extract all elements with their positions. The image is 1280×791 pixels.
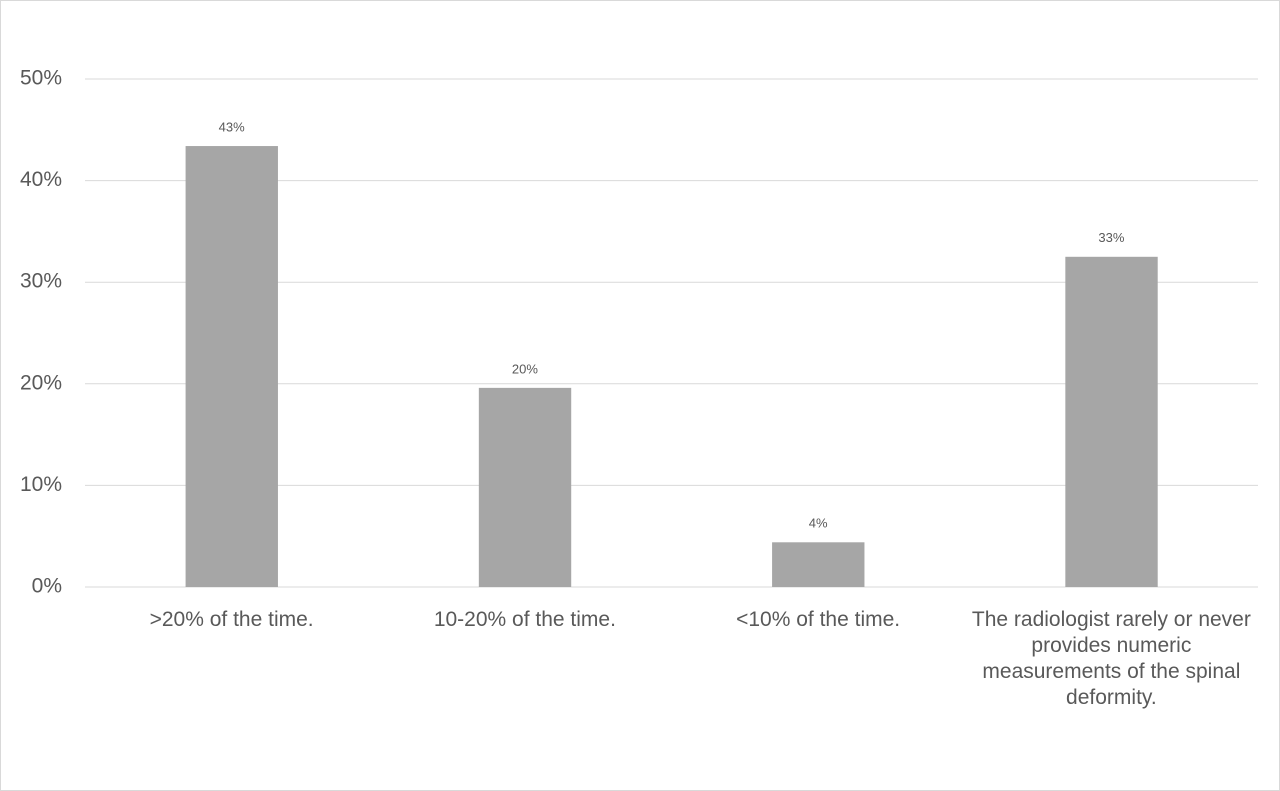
y-tick-label: 10%: [20, 473, 62, 496]
y-tick-label: 20%: [20, 371, 62, 394]
data-label: 20%: [512, 361, 538, 376]
x-tick-label: The radiologist rarely or never provides…: [971, 608, 1251, 709]
y-tick-label: 0%: [32, 575, 62, 598]
bar: [478, 387, 572, 587]
y-tick-label: 30%: [20, 270, 62, 293]
y-tick-label: 40%: [20, 168, 62, 191]
data-label: 33%: [1098, 230, 1124, 245]
x-tick-label: >20% of the time.: [149, 608, 314, 631]
y-tick-label: 50%: [20, 67, 62, 90]
bar: [185, 146, 278, 587]
x-tick-label: <10% of the time.: [736, 608, 901, 631]
bar: [1065, 256, 1158, 587]
data-label: 4%: [809, 516, 828, 531]
x-tick-label: 10-20% of the time.: [433, 608, 616, 631]
bar: [772, 542, 865, 587]
data-label: 43%: [219, 119, 245, 134]
